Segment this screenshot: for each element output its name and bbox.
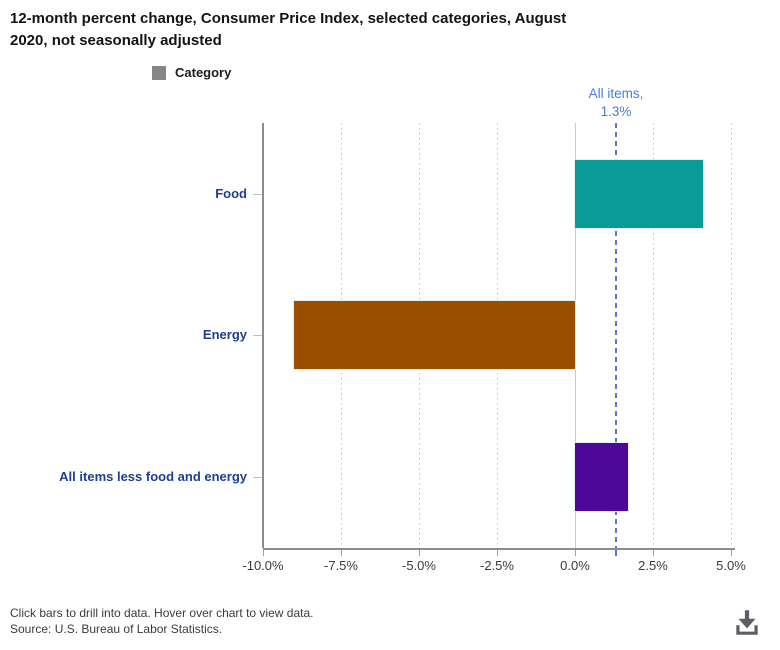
x-tick-label: 0.0% [560,558,590,573]
bar-energy[interactable] [293,300,576,370]
y-tick [253,477,263,478]
reference-line-tick [614,550,617,556]
chart-title-line1: 12-month percent change, Consumer Price … [10,10,567,27]
reference-annotation-label: All items, [588,86,644,101]
chart-source: Source: U.S. Bureau of Labor Statistics. [10,622,223,636]
y-axis-label-energy: Energy [202,327,247,342]
reference-annotation: All items, 1.3% [536,85,696,121]
x-tick-label: -2.5% [480,558,514,573]
zero-gridline [575,123,576,548]
y-tick [253,335,263,336]
x-tick-label: 5.0% [716,558,746,573]
x-tick [263,550,264,556]
x-tick [653,550,654,556]
x-tick [419,550,420,556]
y-axis-label-food: Food [215,186,247,201]
bar-all-items-less-food-and-energy[interactable] [573,442,630,512]
chart-title-line2: 2020, not seasonally adjusted [10,32,222,49]
y-axis-line [262,123,264,548]
chart-title: 12-month percent change, Consumer Price … [10,8,566,52]
legend-label: Category [175,65,232,80]
x-tick [575,550,576,556]
y-axis-label-all-items-less-food-and-energy: All items less food and energy [59,469,247,484]
legend: Category [152,65,231,80]
y-tick [253,194,263,195]
legend-swatch-icon [152,65,166,80]
gridline-5-0 [731,123,732,548]
x-tick [341,550,342,556]
chart-note: Click bars to drill into data. Hover ove… [10,606,314,620]
x-tick-label: 2.5% [638,558,668,573]
download-icon [736,610,758,635]
x-tick [497,550,498,556]
reference-line [614,123,617,548]
x-tick-label: -5.0% [402,558,436,573]
bar-food[interactable] [574,159,704,229]
reference-annotation-value: 1.3% [600,104,632,119]
gridline-2-5 [653,123,654,548]
x-tick-label: -10.0% [242,558,284,573]
x-axis-line [263,548,735,550]
download-button[interactable] [724,602,770,644]
x-tick-label: -7.5% [324,558,358,573]
x-tick [731,550,732,556]
